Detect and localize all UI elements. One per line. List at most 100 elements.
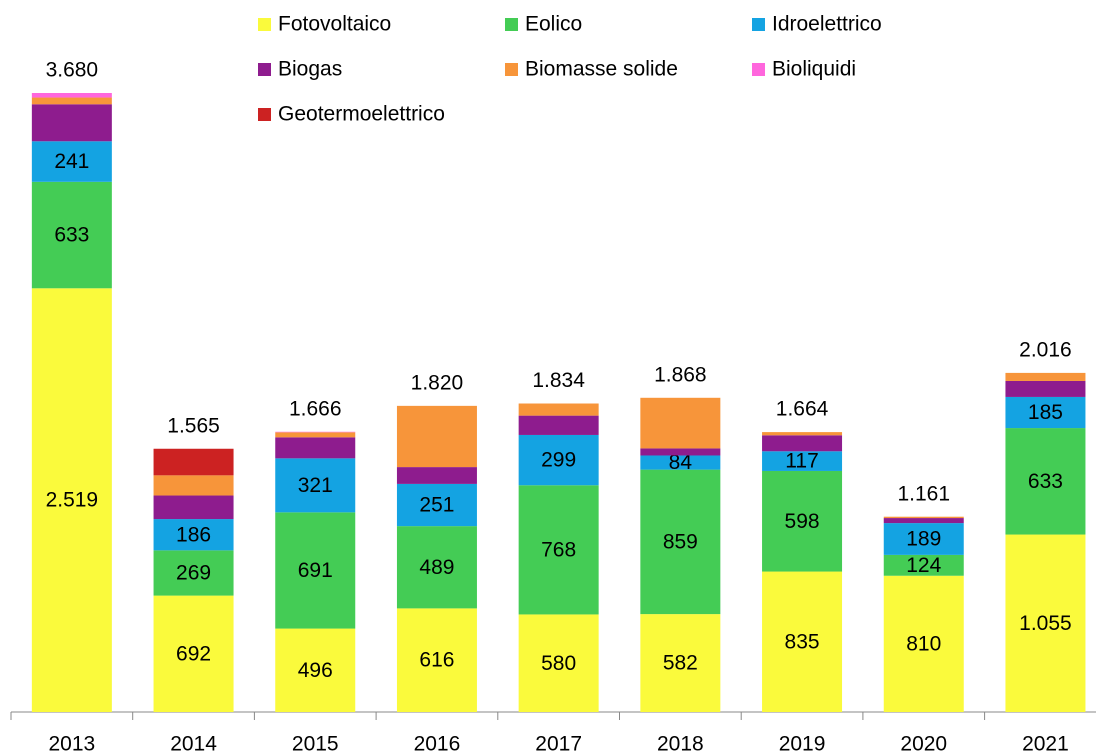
bar-segment bbox=[518, 403, 599, 416]
x-tick-label: 2015 bbox=[292, 733, 339, 755]
bar-segment bbox=[518, 415, 599, 435]
bar-segment bbox=[31, 93, 112, 98]
data-label: 496 bbox=[298, 659, 333, 682]
bar-segment bbox=[1005, 396, 1086, 429]
data-label: 84 bbox=[669, 451, 693, 474]
bar-segment bbox=[396, 526, 477, 609]
legend-label: Biogas bbox=[278, 58, 342, 81]
bar-segment bbox=[31, 141, 112, 182]
bar-segment bbox=[883, 516, 964, 519]
bar-segment bbox=[153, 448, 234, 476]
legend-swatch bbox=[258, 108, 271, 121]
total-label: 1.666 bbox=[289, 397, 342, 420]
x-tick-label: 2021 bbox=[1022, 733, 1069, 755]
total-label: 3.680 bbox=[46, 59, 99, 82]
bar-segment bbox=[153, 550, 234, 596]
total-label: 1.868 bbox=[654, 363, 707, 386]
data-label: 692 bbox=[176, 642, 211, 665]
data-label: 185 bbox=[1028, 401, 1063, 424]
bar-segment bbox=[762, 470, 843, 572]
bar-segment bbox=[1005, 380, 1086, 397]
data-label: 582 bbox=[663, 652, 698, 675]
bar-segment bbox=[762, 451, 843, 471]
bar-segment bbox=[275, 437, 356, 459]
legend-swatch bbox=[752, 18, 765, 31]
bar-segment bbox=[762, 435, 843, 452]
x-tick-label: 2020 bbox=[900, 733, 947, 755]
data-label: 598 bbox=[785, 510, 820, 533]
bar-segment bbox=[640, 448, 721, 456]
legend-label: Bioliquidi bbox=[772, 58, 856, 81]
bar-segment bbox=[31, 104, 112, 142]
x-tick-label: 2017 bbox=[535, 733, 582, 755]
bar-segment bbox=[518, 614, 599, 712]
legend-swatch bbox=[258, 63, 271, 76]
bar-segment bbox=[883, 575, 964, 712]
total-label: 2.016 bbox=[1019, 338, 1072, 361]
bar-segment bbox=[275, 432, 356, 438]
data-label: 580 bbox=[541, 652, 576, 675]
bar-segment bbox=[275, 431, 356, 433]
legend-label: Biomasse solide bbox=[525, 58, 678, 81]
bar-segment bbox=[640, 614, 721, 712]
data-label: 124 bbox=[906, 554, 941, 577]
bar-segment bbox=[762, 432, 843, 436]
data-label: 691 bbox=[298, 559, 333, 582]
data-label: 768 bbox=[541, 538, 576, 561]
bar-segment bbox=[396, 405, 477, 468]
bar-segment bbox=[153, 595, 234, 712]
total-label: 1.161 bbox=[897, 482, 950, 505]
data-label: 835 bbox=[785, 630, 820, 653]
bar-segment bbox=[883, 554, 964, 576]
legend-swatch bbox=[505, 18, 518, 31]
data-label: 616 bbox=[419, 649, 454, 672]
legend-label: Eolico bbox=[525, 13, 582, 36]
bar-segment bbox=[1005, 372, 1086, 381]
bar-segment bbox=[153, 475, 234, 496]
bar-segment bbox=[31, 181, 112, 289]
bar-segment bbox=[31, 97, 112, 105]
data-label: 189 bbox=[906, 528, 941, 551]
bar-segment bbox=[640, 397, 721, 449]
data-label: 299 bbox=[541, 449, 576, 472]
x-tick-label: 2018 bbox=[657, 733, 704, 755]
data-label: 633 bbox=[1028, 470, 1063, 493]
bar-segment bbox=[518, 434, 599, 486]
total-label: 1.565 bbox=[167, 414, 220, 437]
bar-segment bbox=[275, 628, 356, 712]
data-label: 321 bbox=[298, 474, 333, 497]
bar-segment bbox=[275, 512, 356, 629]
data-label: 1.055 bbox=[1019, 612, 1072, 635]
bar-segment bbox=[883, 523, 964, 555]
legend-swatch bbox=[505, 63, 518, 76]
bar-segment bbox=[883, 518, 964, 524]
total-label: 1.664 bbox=[776, 398, 829, 421]
x-tick-label: 2016 bbox=[414, 733, 461, 755]
legend-label: Fotovoltaico bbox=[278, 13, 391, 36]
x-tick-label: 2014 bbox=[170, 733, 217, 755]
bar-segment bbox=[518, 485, 599, 615]
bar-segment bbox=[396, 467, 477, 484]
data-label: 241 bbox=[54, 150, 89, 173]
total-label: 1.834 bbox=[532, 369, 585, 392]
data-label: 633 bbox=[54, 224, 89, 247]
bar-segment bbox=[1005, 534, 1086, 712]
x-tick-label: 2013 bbox=[48, 733, 95, 755]
legend-swatch bbox=[258, 18, 271, 31]
bar-segment bbox=[640, 455, 721, 470]
bar-segment bbox=[31, 288, 112, 712]
data-label: 489 bbox=[419, 556, 454, 579]
bar-segment bbox=[153, 495, 234, 520]
legend-label: Geotermoelettrico bbox=[278, 103, 445, 126]
legend-swatch bbox=[752, 63, 765, 76]
bar-segment bbox=[396, 608, 477, 712]
data-label: 269 bbox=[176, 562, 211, 585]
data-label: 117 bbox=[785, 450, 818, 473]
bar-segment bbox=[640, 469, 721, 615]
total-label: 1.820 bbox=[411, 371, 464, 394]
x-tick-label: 2019 bbox=[779, 733, 826, 755]
data-label: 251 bbox=[419, 494, 454, 517]
data-label: 810 bbox=[906, 632, 941, 655]
legend-label: Idroelettrico bbox=[772, 13, 882, 36]
